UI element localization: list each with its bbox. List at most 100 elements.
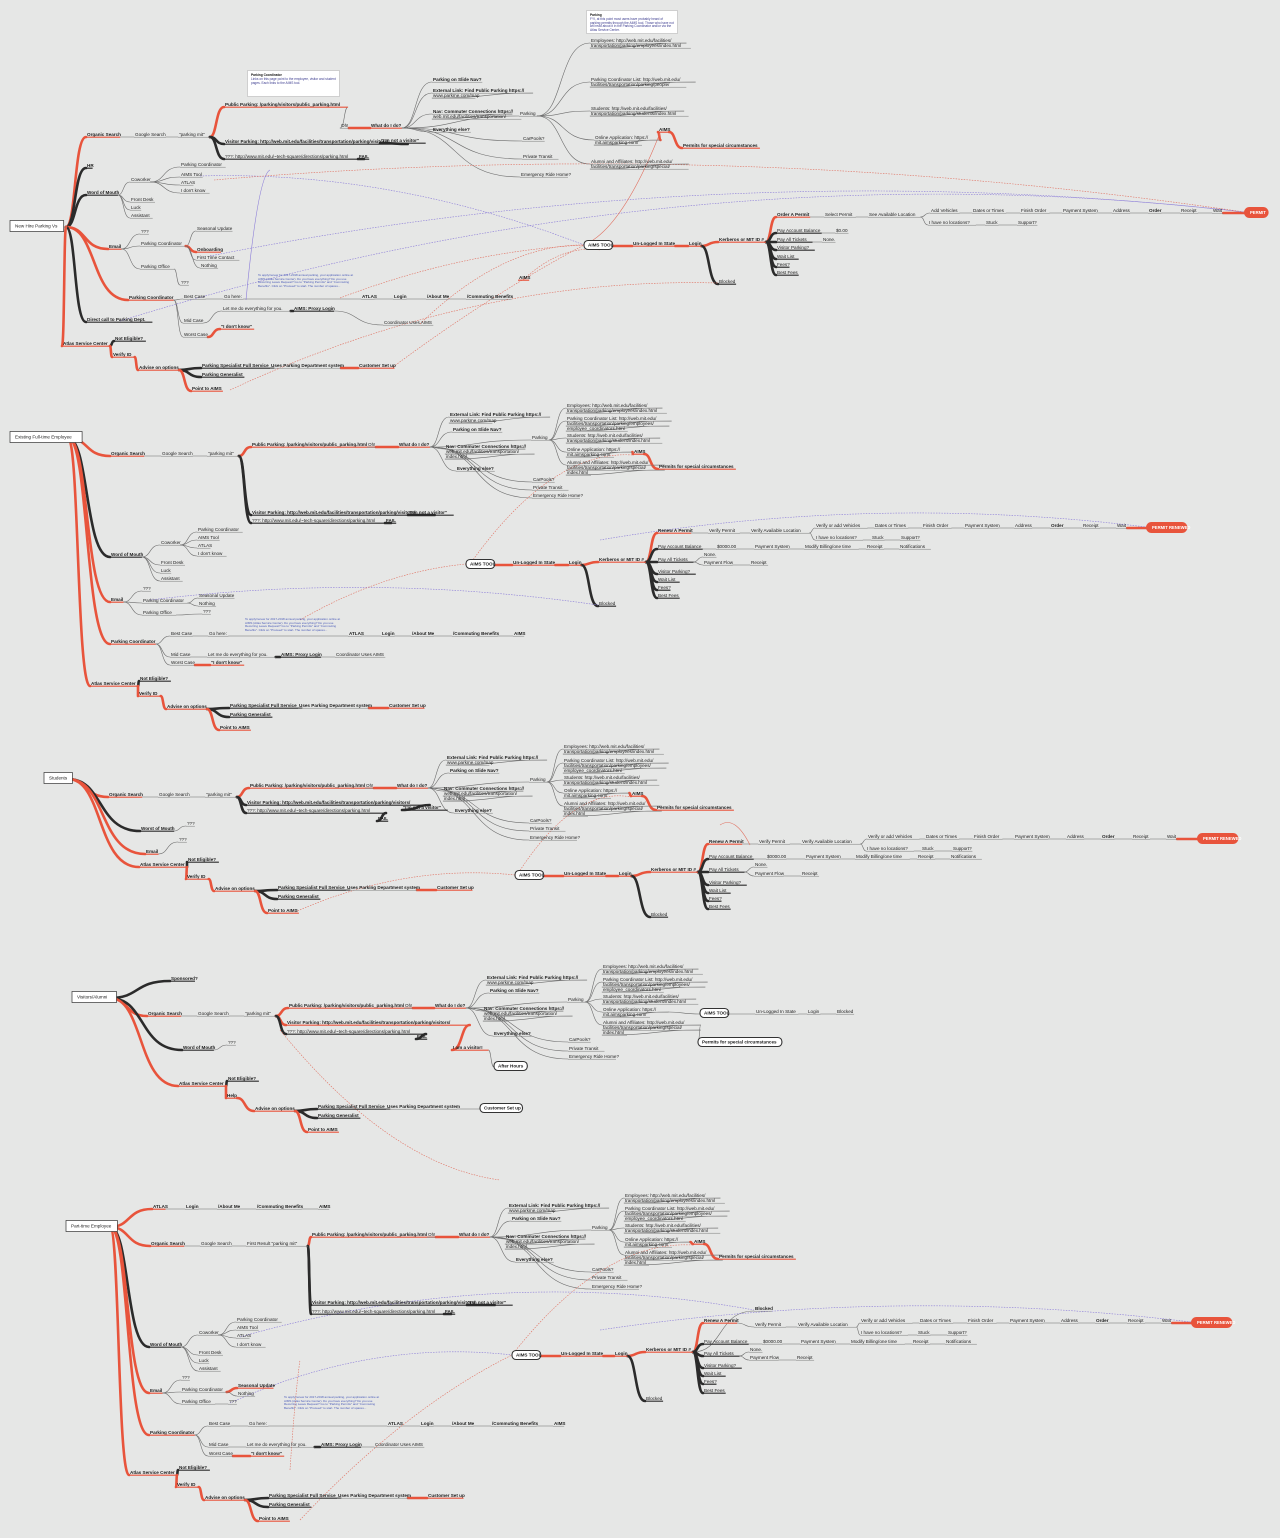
connector-line bbox=[489, 1229, 592, 1238]
node-visitor-parking: Visitor Parking? bbox=[658, 569, 691, 574]
connector-line bbox=[548, 407, 567, 441]
node-advise-on-options: Advise on options bbox=[139, 365, 179, 370]
connector-line bbox=[401, 127, 521, 178]
node-luck: Luck bbox=[161, 568, 171, 573]
node-direct-call-to-parking-dept: Direct call to Parking Dept. bbox=[87, 317, 145, 322]
node-front-desk: Front Desk bbox=[161, 560, 184, 565]
connector-line bbox=[427, 759, 447, 789]
node-aims: AIMS bbox=[319, 1204, 330, 1209]
node-coworker: Coworker bbox=[161, 540, 181, 545]
node-advise-on-options: Advise on options bbox=[255, 1106, 295, 1111]
node-facilities-transportation-parking-employ: facilities/transportation/parking/employ… bbox=[625, 1211, 713, 1216]
node-best-fees: Best Fees bbox=[658, 593, 679, 598]
node-verify-id: Verify ID bbox=[139, 691, 158, 696]
node-dates-or-times: Dates or Times bbox=[973, 208, 1005, 213]
node-wait-list: Wait List bbox=[777, 254, 795, 259]
node-facilities-transportation-parking-specia: facilities/transportation/parking/specia… bbox=[591, 164, 671, 169]
node-assistant: Assistant bbox=[199, 1366, 218, 1371]
root-node-part-time-employee bbox=[65, 1220, 118, 1232]
connector-line bbox=[133, 355, 140, 372]
annotation-bubble: To apply/renew for 2017-2018 annual park… bbox=[245, 618, 340, 632]
connector-line bbox=[856, 1326, 861, 1336]
node-parking-on-slide-nav: Parking on Slide Nav? bbox=[450, 768, 499, 773]
connector-line bbox=[293, 1109, 309, 1134]
node-receipt: Receipt bbox=[802, 871, 818, 876]
connector-line bbox=[465, 1001, 568, 1009]
connector-line bbox=[608, 1210, 625, 1231]
node-let-me-do-everything-for-you: Let me do everything for you. bbox=[223, 306, 283, 311]
connector-line bbox=[584, 998, 603, 1003]
node-aims: AIMS bbox=[634, 449, 645, 454]
node-public-parking-parking-visitors-public-p: Public Parking: /parking/visitors/public… bbox=[312, 1232, 427, 1237]
node-word-of-mouth: Word of Mouth bbox=[183, 1045, 216, 1050]
connector-line bbox=[642, 452, 660, 471]
connector-line bbox=[235, 795, 248, 815]
node-web-mit-edu-facilities-transportation: web.mit.edu/facilities/transportation/ bbox=[444, 791, 518, 796]
connector-line bbox=[60, 225, 68, 348]
node-facilities-transportation-parking-specia: facilities/transportation/parking/specia… bbox=[564, 806, 644, 811]
node-parking-coordinator-list-http-web-mit-ed: Parking Coordinator List: http://web.mit… bbox=[567, 416, 657, 421]
node-onboarding: Onboarding bbox=[197, 247, 223, 252]
node-coworker: Coworker bbox=[199, 1330, 219, 1335]
cross-link bbox=[511, 1244, 694, 1356]
root-node-label: New Hire Parking Vs bbox=[15, 224, 58, 229]
node-parking: Parking bbox=[530, 777, 546, 782]
node-notifications: Notifications bbox=[900, 544, 926, 549]
node-parking-on-slide-nav: Parking on Slide Nav? bbox=[433, 77, 482, 82]
connector-line bbox=[689, 1240, 695, 1246]
node-0000-00: $0000.00 bbox=[767, 854, 787, 859]
pill-permit bbox=[1244, 207, 1269, 218]
connector-line bbox=[546, 748, 564, 783]
node-atlas-service-center: Atlas Service Center bbox=[140, 862, 185, 867]
connector-line bbox=[626, 1350, 647, 1358]
node-payment-system: Payment System bbox=[806, 854, 841, 859]
node-aims: AIMS bbox=[632, 791, 643, 796]
box-after-hours bbox=[493, 1060, 528, 1072]
node-www-parkme-com-map: www.parkme.com/map bbox=[509, 1208, 556, 1213]
node-email: Email bbox=[109, 244, 121, 249]
connector-line bbox=[584, 968, 603, 1003]
node-wait: Wait bbox=[1162, 1318, 1172, 1323]
node-kerberos-or-mit-id: Kerberos or MIT ID # bbox=[599, 557, 644, 562]
node-kerberos-or-mit-id: Kerberos or MIT ID # bbox=[651, 867, 696, 872]
node-private-transit: Private Transit bbox=[592, 1275, 622, 1280]
node-receipt: Receipt bbox=[1133, 834, 1149, 839]
cross-link bbox=[469, 454, 634, 565]
node-organic-search: Organic Search bbox=[151, 1241, 185, 1246]
node-employees-http-web-mit-edu-facilities: Employees: http://web.mit.edu/facilities… bbox=[591, 38, 672, 43]
node-commuting-benefits: /Commuting Benefits bbox=[492, 1421, 539, 1426]
node-alumni-and-affiliates-http-web-mit-edu: Alumni and Affiliates: http://web.mit.ed… bbox=[564, 801, 646, 806]
node-emergency-ride-home: Emergency Ride Home? bbox=[569, 1054, 619, 1059]
connector-line bbox=[465, 979, 487, 1009]
node-support: Support? bbox=[948, 1330, 967, 1335]
node-organic-search: Organic Search bbox=[109, 792, 143, 797]
node-go-here: Go here: bbox=[224, 294, 242, 299]
node-add-vehicles: Add Vehicles bbox=[931, 208, 958, 213]
connector-line bbox=[536, 81, 591, 117]
node-parking-coordinator: Parking Coordinator bbox=[141, 241, 182, 246]
node-visitor-parking: Visitor Parking? bbox=[704, 1363, 737, 1368]
node-word-of-mouth: Word of Mouth bbox=[87, 190, 120, 195]
node-select-permit: Select Permit bbox=[825, 212, 853, 217]
node-external-link-find-public-parking-https: External Link: Find Public Parking https… bbox=[447, 755, 539, 760]
connector-line bbox=[108, 979, 172, 1000]
node-nav-commuter-connections-https: Nav: Commuter Connections https:// bbox=[444, 786, 525, 791]
node-oh: Oh! bbox=[428, 1232, 435, 1237]
node-emergency-ride-home: Emergency Ride Home? bbox=[521, 172, 571, 177]
node-permits-for-special-circumstances: Permits for special circumstances bbox=[719, 1254, 794, 1259]
node-what-do-i-do: What do I do? bbox=[397, 783, 428, 788]
connector-line bbox=[668, 1011, 701, 1015]
node-fail: FAIL bbox=[378, 816, 388, 821]
node-advise-on-options: Advise on options bbox=[215, 886, 255, 891]
node-i-am-a-visitor: I am a visitor! bbox=[453, 1045, 483, 1050]
node-not-eligible: Not Eligible? bbox=[179, 1465, 207, 1470]
node-parking-coordinator-list-http-web-mit-ed: Parking Coordinator List: http://web.mit… bbox=[591, 77, 681, 82]
node-payment-flow: Payment Flow bbox=[704, 560, 734, 565]
node-www-parkme-com-map: www.parkme.com/map bbox=[433, 93, 480, 98]
node-i-don-t-know: I don't know bbox=[181, 188, 206, 193]
node-none: None. bbox=[750, 1347, 762, 1352]
connector-line bbox=[108, 996, 184, 1052]
node-online-application-https: Online Application: https:// bbox=[625, 1237, 679, 1242]
connector-line bbox=[108, 1225, 131, 1477]
node-receipt: Receipt bbox=[913, 1339, 929, 1344]
